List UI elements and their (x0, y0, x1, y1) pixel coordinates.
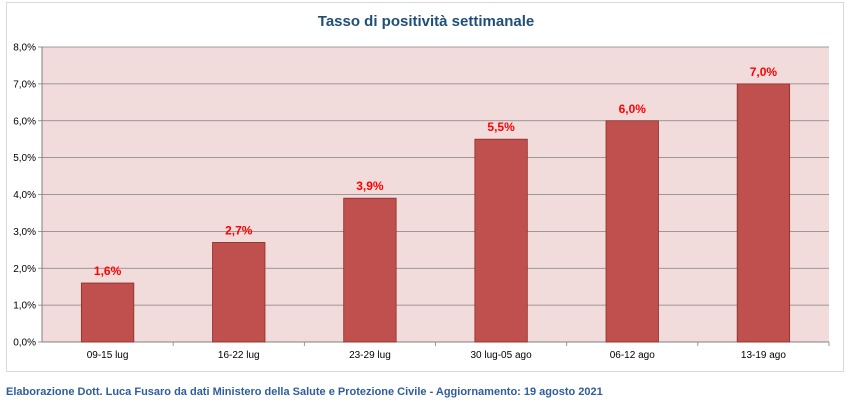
x-tick-label: 16-22 lug (218, 350, 260, 361)
data-label: 1,6% (94, 264, 122, 278)
y-tick-label: 3,0% (13, 227, 36, 238)
chart-frame: Tasso di positività settimanale 0,0% 1,0%… (6, 2, 844, 372)
bar (474, 138, 528, 343)
y-tick-label: 1,0% (13, 301, 36, 312)
bar (343, 197, 397, 343)
y-tick-label: 8,0% (13, 43, 36, 54)
data-label: 3,9% (356, 179, 384, 193)
y-tick-label: 6,0% (13, 116, 36, 127)
data-label: 7,0% (750, 65, 778, 79)
footer-note: Elaborazione Dott. Luca Fusaro da dati M… (6, 386, 603, 398)
y-tick-label: 5,0% (13, 153, 36, 164)
bar (605, 120, 659, 343)
y-tick-label: 7,0% (13, 79, 36, 90)
x-tick-label: 06-12 ago (610, 350, 655, 361)
x-tick-label: 23-29 lug (349, 350, 391, 361)
data-label: 2,7% (225, 223, 253, 237)
bar (212, 242, 266, 343)
bar (736, 83, 791, 343)
data-label: 5,5% (487, 120, 515, 134)
x-tick-label: 09-15 lug (87, 350, 129, 361)
chart-title: Tasso di positività settimanale (317, 13, 535, 30)
bar (80, 282, 135, 343)
y-tick-label: 0,0% (13, 338, 36, 349)
data-label: 6,0% (619, 102, 647, 116)
y-tick-label: 4,0% (13, 190, 36, 201)
y-tick-label: 2,0% (13, 264, 36, 275)
x-tick-label: 13-19 ago (741, 350, 786, 361)
bar-chart: 0,0% 1,0% 2,0% 3,0% 4,0% 5,0% 6,0% 7,0% 8,0% 1,6%… (13, 43, 830, 361)
x-tick-label: 30 lug-05 ago (470, 350, 532, 361)
